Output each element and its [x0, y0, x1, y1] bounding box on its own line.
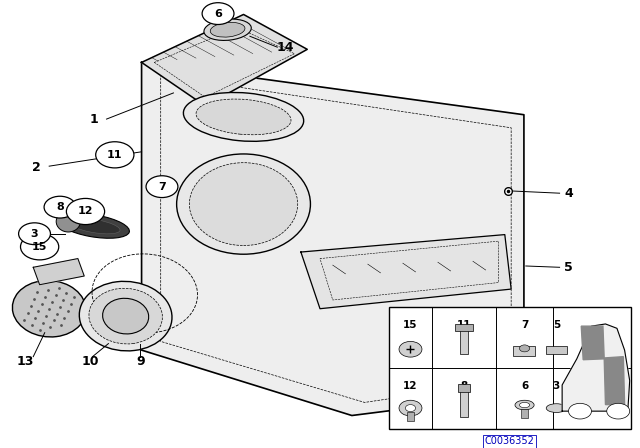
Circle shape — [202, 3, 234, 25]
Ellipse shape — [546, 404, 566, 413]
Text: 9: 9 — [136, 354, 145, 367]
Text: 8: 8 — [460, 381, 468, 391]
Ellipse shape — [520, 402, 530, 408]
Ellipse shape — [189, 163, 298, 246]
Ellipse shape — [89, 289, 163, 344]
Circle shape — [96, 142, 134, 168]
Text: 7: 7 — [158, 181, 166, 192]
Circle shape — [399, 400, 422, 416]
Circle shape — [67, 198, 104, 224]
Text: 6: 6 — [521, 381, 528, 391]
Text: 8: 8 — [56, 202, 64, 212]
Ellipse shape — [67, 218, 120, 234]
Bar — [389, 306, 631, 429]
Text: 12: 12 — [77, 207, 93, 216]
Text: 11: 11 — [107, 150, 123, 160]
Ellipse shape — [196, 99, 291, 135]
Ellipse shape — [79, 281, 172, 351]
Text: 13: 13 — [17, 354, 35, 367]
Polygon shape — [33, 258, 84, 285]
Ellipse shape — [12, 280, 86, 337]
Ellipse shape — [58, 214, 129, 238]
Bar — [458, 383, 470, 392]
Text: 6: 6 — [214, 9, 222, 19]
Ellipse shape — [211, 22, 245, 37]
Circle shape — [146, 176, 178, 198]
Circle shape — [520, 345, 530, 352]
Ellipse shape — [204, 19, 252, 40]
Ellipse shape — [56, 211, 81, 232]
Polygon shape — [301, 235, 511, 309]
Text: 4: 4 — [564, 187, 573, 200]
Text: 11: 11 — [457, 320, 471, 330]
Polygon shape — [581, 326, 604, 360]
Text: 7: 7 — [521, 320, 528, 330]
Text: 5: 5 — [564, 261, 573, 274]
Circle shape — [20, 234, 59, 260]
Text: 5: 5 — [553, 320, 560, 330]
Polygon shape — [141, 62, 524, 415]
Text: 10: 10 — [82, 354, 99, 367]
Ellipse shape — [184, 92, 303, 141]
Bar — [460, 330, 468, 353]
Text: 14: 14 — [276, 41, 294, 54]
Text: C0036352: C0036352 — [485, 436, 535, 446]
Text: 15: 15 — [403, 320, 418, 330]
Text: 3: 3 — [553, 381, 560, 391]
Text: 2: 2 — [32, 160, 41, 173]
Bar — [460, 391, 468, 417]
Circle shape — [607, 403, 630, 419]
Ellipse shape — [102, 298, 148, 334]
Ellipse shape — [515, 400, 534, 410]
Bar — [407, 413, 413, 421]
Text: 3: 3 — [31, 229, 38, 239]
Bar — [546, 346, 566, 353]
Text: 12: 12 — [403, 381, 418, 391]
Text: 1: 1 — [90, 112, 98, 125]
Polygon shape — [604, 357, 625, 405]
Polygon shape — [562, 324, 630, 411]
Circle shape — [568, 403, 591, 419]
Polygon shape — [141, 14, 307, 106]
Bar — [455, 323, 473, 331]
Bar — [513, 346, 536, 356]
Circle shape — [399, 341, 422, 357]
Circle shape — [44, 196, 76, 218]
Text: 15: 15 — [32, 242, 47, 252]
Bar — [522, 409, 528, 418]
Circle shape — [19, 223, 51, 245]
Ellipse shape — [177, 154, 310, 254]
Circle shape — [405, 405, 415, 412]
